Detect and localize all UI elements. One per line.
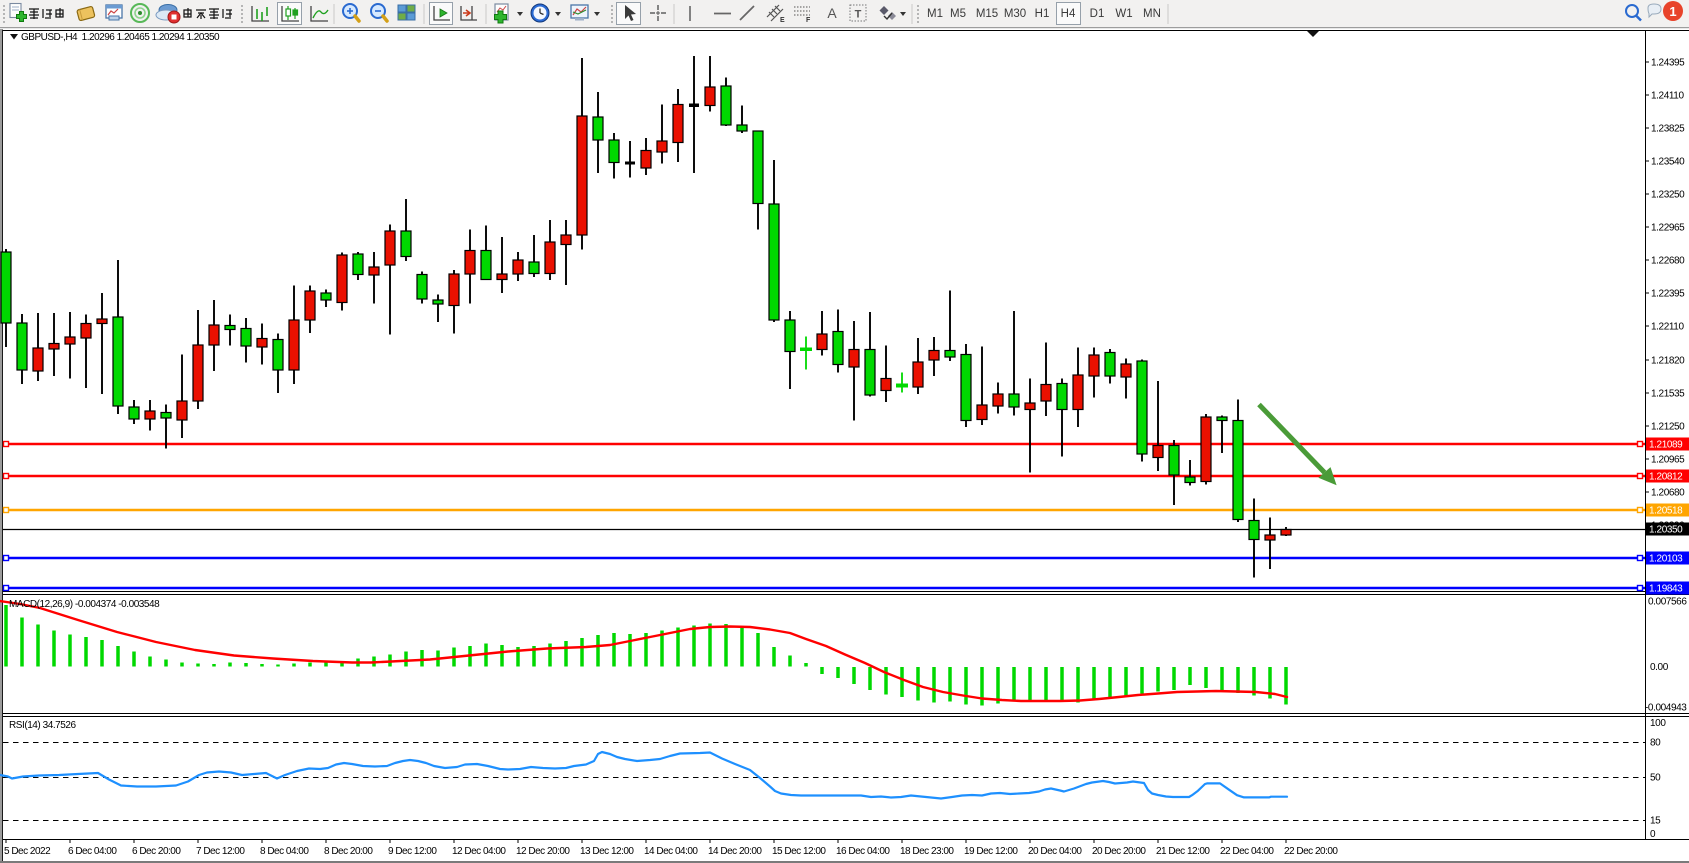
svg-text:1.20680: 1.20680 bbox=[1651, 488, 1685, 499]
svg-text:1.20518: 1.20518 bbox=[1649, 506, 1683, 517]
svg-text:1.22680: 1.22680 bbox=[1651, 256, 1685, 267]
svg-text:T: T bbox=[855, 9, 862, 21]
svg-text:6 Dec 20:00: 6 Dec 20:00 bbox=[132, 846, 181, 857]
svg-text:0: 0 bbox=[1650, 829, 1656, 840]
svg-text:H1: H1 bbox=[1035, 8, 1050, 20]
svg-text:0.007566: 0.007566 bbox=[1648, 597, 1687, 608]
svg-text:M30: M30 bbox=[1004, 8, 1026, 20]
svg-text:M5: M5 bbox=[950, 8, 966, 20]
svg-text:D1: D1 bbox=[1090, 8, 1105, 20]
svg-text:F: F bbox=[806, 17, 811, 24]
svg-text:80: 80 bbox=[1650, 738, 1661, 749]
svg-text:9 Dec 12:00: 9 Dec 12:00 bbox=[388, 846, 437, 857]
svg-text:1.21250: 1.21250 bbox=[1651, 422, 1685, 433]
svg-text:0.00: 0.00 bbox=[1650, 662, 1669, 673]
svg-text:19 Dec 12:00: 19 Dec 12:00 bbox=[964, 846, 1018, 857]
svg-text:14 Dec 04:00: 14 Dec 04:00 bbox=[644, 846, 698, 857]
svg-text:1.20965: 1.20965 bbox=[1651, 455, 1685, 466]
svg-text:1.23540: 1.23540 bbox=[1651, 157, 1685, 168]
svg-text:-0.004943: -0.004943 bbox=[1645, 703, 1687, 714]
svg-text:20 Dec 04:00: 20 Dec 04:00 bbox=[1028, 846, 1082, 857]
svg-text:1.21535: 1.21535 bbox=[1651, 389, 1685, 400]
svg-text:H4: H4 bbox=[1061, 8, 1076, 20]
svg-text:18 Dec 23:00: 18 Dec 23:00 bbox=[900, 846, 954, 857]
svg-text:1.21089: 1.21089 bbox=[1649, 440, 1683, 451]
svg-text:22 Dec 20:00: 22 Dec 20:00 bbox=[1284, 846, 1338, 857]
svg-text:15: 15 bbox=[1650, 816, 1661, 827]
svg-text:MACD(12,26,9) -0.004374 -0.003: MACD(12,26,9) -0.004374 -0.003548 bbox=[9, 599, 160, 610]
svg-text:1.20350: 1.20350 bbox=[1649, 525, 1683, 536]
svg-text:A: A bbox=[827, 5, 837, 21]
svg-text:20 Dec 20:00: 20 Dec 20:00 bbox=[1092, 846, 1146, 857]
svg-text:7 Dec 12:00: 7 Dec 12:00 bbox=[196, 846, 245, 857]
svg-text:1: 1 bbox=[1669, 4, 1676, 19]
svg-text:1.24110: 1.24110 bbox=[1651, 91, 1684, 102]
svg-text:1.22110: 1.22110 bbox=[1651, 322, 1684, 333]
svg-text:8 Dec 04:00: 8 Dec 04:00 bbox=[260, 846, 309, 857]
svg-text:8 Dec 20:00: 8 Dec 20:00 bbox=[324, 846, 373, 857]
svg-text:GBPUSD-,H4 1.20296 1.20465 1.: GBPUSD-,H4 1.20296 1.20465 1.20294 1.203… bbox=[21, 32, 220, 43]
svg-text:1.21820: 1.21820 bbox=[1651, 356, 1685, 367]
svg-text:1.19843: 1.19843 bbox=[1649, 584, 1683, 595]
svg-text:13 Dec 12:00: 13 Dec 12:00 bbox=[580, 846, 634, 857]
svg-text:1.24395: 1.24395 bbox=[1651, 58, 1685, 69]
svg-text:1.20103: 1.20103 bbox=[1649, 554, 1683, 565]
svg-text:1.23250: 1.23250 bbox=[1651, 190, 1685, 201]
svg-text:1.22395: 1.22395 bbox=[1651, 289, 1685, 300]
svg-text:MN: MN bbox=[1143, 8, 1161, 20]
svg-text:M1: M1 bbox=[927, 8, 943, 20]
svg-text:15 Dec 12:00: 15 Dec 12:00 bbox=[772, 846, 826, 857]
svg-text:1.23825: 1.23825 bbox=[1651, 124, 1685, 135]
svg-text:16 Dec 04:00: 16 Dec 04:00 bbox=[836, 846, 890, 857]
svg-text:1.22965: 1.22965 bbox=[1651, 223, 1685, 234]
svg-text:E: E bbox=[780, 17, 785, 24]
svg-text:RSI(14) 34.7526: RSI(14) 34.7526 bbox=[9, 720, 77, 731]
svg-text:22 Dec 04:00: 22 Dec 04:00 bbox=[1220, 846, 1274, 857]
svg-text:5 Dec 2022: 5 Dec 2022 bbox=[4, 846, 51, 857]
svg-text:12 Dec 20:00: 12 Dec 20:00 bbox=[516, 846, 570, 857]
svg-text:12 Dec 04:00: 12 Dec 04:00 bbox=[452, 846, 506, 857]
svg-text:6 Dec 04:00: 6 Dec 04:00 bbox=[68, 846, 117, 857]
svg-text:50: 50 bbox=[1650, 773, 1661, 784]
svg-text:14 Dec 20:00: 14 Dec 20:00 bbox=[708, 846, 762, 857]
svg-text:1.20812: 1.20812 bbox=[1649, 472, 1683, 483]
svg-text:21 Dec 12:00: 21 Dec 12:00 bbox=[1156, 846, 1210, 857]
svg-text:100: 100 bbox=[1650, 718, 1666, 729]
svg-text:W1: W1 bbox=[1115, 8, 1132, 20]
svg-text:M15: M15 bbox=[976, 8, 998, 20]
